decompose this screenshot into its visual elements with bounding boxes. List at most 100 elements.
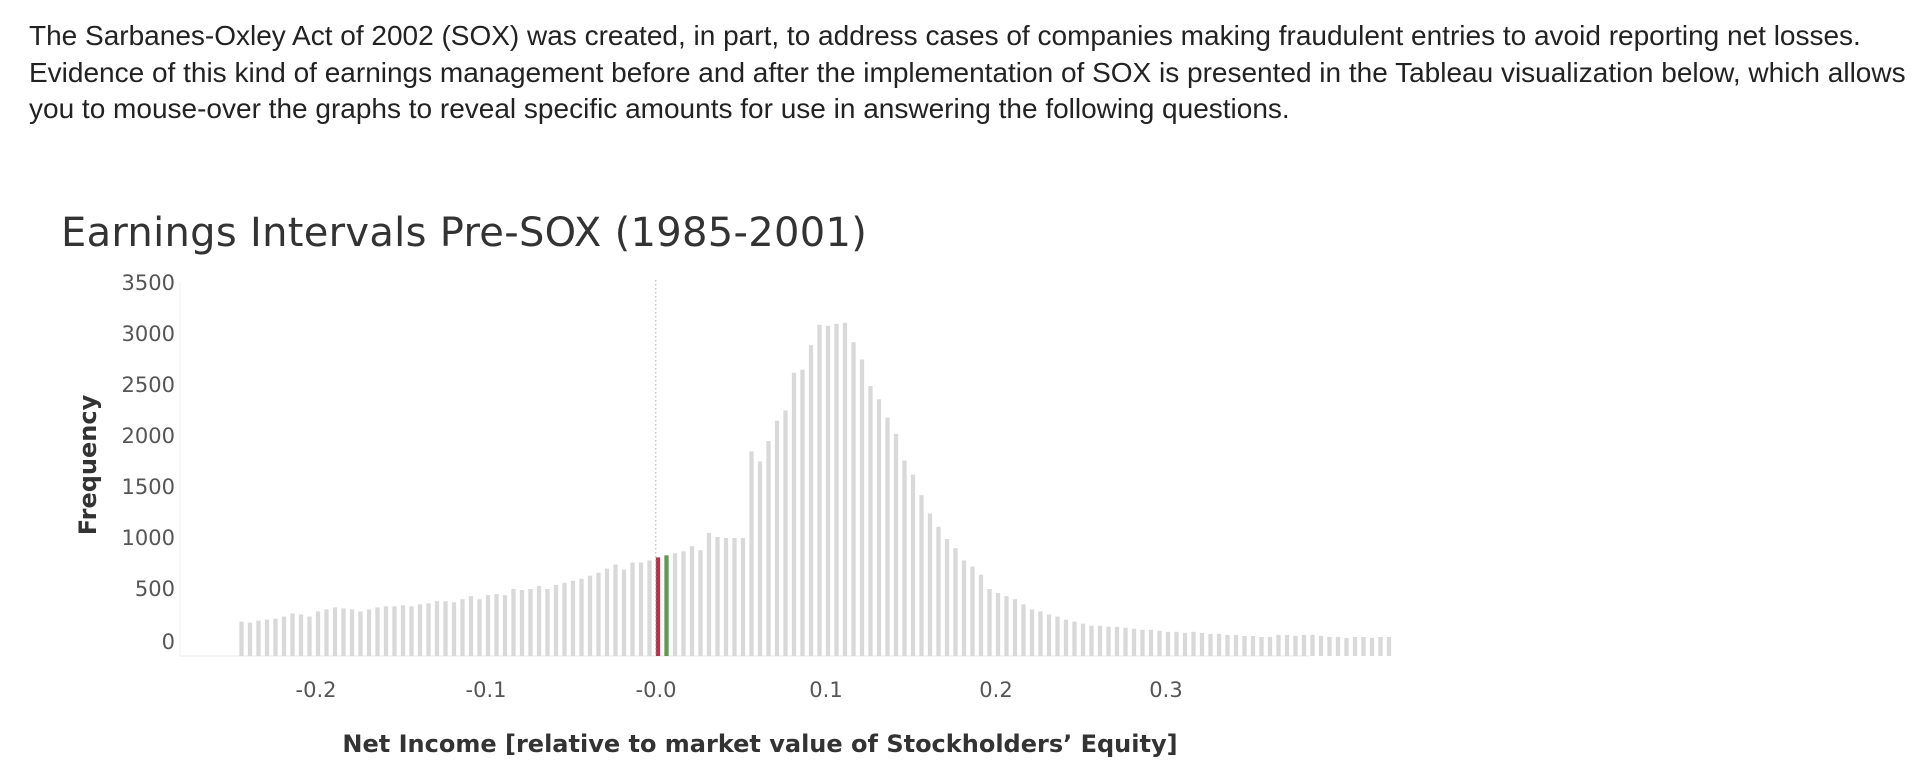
histogram-bar[interactable] — [1199, 632, 1205, 656]
histogram-bar[interactable] — [596, 572, 601, 656]
histogram-bar[interactable] — [987, 589, 992, 656]
histogram-bar[interactable] — [1233, 634, 1239, 656]
histogram-bar-highlight[interactable] — [664, 555, 669, 656]
histogram-bar[interactable] — [800, 369, 805, 656]
histogram-bar[interactable] — [349, 609, 355, 656]
histogram-bar[interactable] — [519, 590, 525, 656]
histogram-bar[interactable] — [307, 616, 312, 656]
histogram-bar[interactable] — [400, 605, 406, 656]
histogram-bar[interactable] — [579, 578, 584, 656]
histogram-bar[interactable] — [511, 589, 516, 656]
histogram-bar[interactable] — [332, 607, 338, 656]
histogram-bar[interactable] — [995, 593, 1001, 656]
histogram-bar[interactable] — [264, 619, 270, 656]
histogram-bar[interactable] — [1259, 636, 1264, 656]
histogram-bar[interactable] — [1369, 637, 1375, 656]
histogram-bar[interactable] — [919, 495, 924, 656]
histogram-bar[interactable] — [536, 585, 542, 656]
histogram-bar[interactable] — [944, 539, 950, 656]
histogram-bar-highlight[interactable] — [655, 557, 661, 656]
histogram-bar[interactable] — [1301, 634, 1307, 656]
histogram-bar[interactable] — [689, 546, 695, 656]
histogram-bar[interactable] — [1284, 634, 1290, 656]
histogram-bar[interactable] — [562, 582, 567, 656]
histogram-bar[interactable] — [443, 601, 448, 656]
histogram-bar[interactable] — [417, 604, 423, 656]
histogram-bar[interactable] — [1106, 626, 1111, 656]
histogram-bar[interactable] — [1072, 621, 1077, 656]
histogram-bar[interactable] — [1012, 599, 1018, 656]
histogram-bar[interactable] — [545, 589, 550, 656]
histogram-bar[interactable] — [324, 609, 329, 656]
histogram-bar[interactable] — [502, 595, 508, 656]
histogram-bar[interactable] — [290, 613, 295, 656]
histogram-bar[interactable] — [468, 596, 474, 656]
histogram-bar[interactable] — [460, 599, 465, 656]
histogram-bar[interactable] — [1208, 633, 1213, 656]
histogram-bar[interactable] — [774, 420, 780, 656]
histogram-bar[interactable] — [910, 474, 916, 656]
histogram-bar[interactable] — [842, 322, 848, 656]
histogram-bar[interactable] — [698, 550, 703, 656]
histogram-bar[interactable] — [1021, 604, 1026, 656]
histogram-bar[interactable] — [247, 622, 253, 656]
histogram-bar[interactable] — [1386, 636, 1392, 656]
histogram-bar[interactable] — [647, 560, 652, 656]
histogram-bar[interactable] — [1114, 626, 1120, 656]
histogram-bar[interactable] — [1327, 636, 1332, 656]
histogram-bar[interactable] — [825, 325, 831, 656]
histogram-bar[interactable] — [740, 538, 746, 656]
histogram-bar[interactable] — [1276, 634, 1281, 656]
histogram-bar[interactable] — [1335, 636, 1341, 656]
histogram-bar[interactable] — [621, 569, 627, 656]
histogram-bar[interactable] — [485, 595, 491, 656]
histogram-bar[interactable] — [1140, 629, 1145, 656]
histogram-bar[interactable] — [927, 513, 933, 656]
histogram-bar[interactable] — [528, 589, 533, 656]
histogram-bar[interactable] — [817, 324, 822, 656]
histogram-bar[interactable] — [672, 553, 678, 656]
histogram-bar[interactable] — [1089, 625, 1094, 656]
histogram-bar[interactable] — [1148, 629, 1154, 656]
histogram-bar[interactable] — [715, 536, 720, 656]
histogram-bar[interactable] — [409, 606, 414, 656]
histogram-bar[interactable] — [1097, 625, 1103, 656]
histogram-bar[interactable] — [732, 538, 737, 656]
histogram-bar[interactable] — [1242, 635, 1247, 656]
histogram-bar[interactable] — [553, 584, 559, 656]
histogram-bar[interactable] — [1157, 630, 1162, 656]
histogram-bar[interactable] — [341, 608, 346, 656]
histogram-bar[interactable] — [281, 616, 287, 656]
histogram-bar[interactable] — [791, 372, 797, 656]
histogram-bar[interactable] — [766, 441, 771, 656]
histogram-bar[interactable] — [1055, 616, 1060, 656]
histogram-bar[interactable] — [451, 602, 457, 656]
histogram-bar[interactable] — [1225, 634, 1230, 656]
histogram-bar[interactable] — [375, 607, 380, 656]
histogram-bar[interactable] — [392, 606, 397, 656]
histogram-bar[interactable] — [383, 606, 389, 656]
histogram-bar[interactable] — [1361, 636, 1366, 656]
histogram-bar[interactable] — [868, 386, 873, 656]
histogram-bar[interactable] — [978, 574, 984, 656]
histogram-bar[interactable] — [315, 611, 321, 656]
histogram-bar[interactable] — [1165, 631, 1171, 656]
histogram-bar[interactable] — [1378, 636, 1383, 656]
histogram-bar[interactable] — [1174, 631, 1179, 656]
histogram-bar[interactable] — [936, 526, 941, 656]
histogram-bar[interactable] — [970, 566, 975, 656]
histogram-bar[interactable] — [1038, 611, 1043, 656]
histogram-bar[interactable] — [1191, 631, 1196, 656]
histogram-bar[interactable] — [434, 601, 440, 656]
histogram-bar[interactable] — [681, 551, 686, 656]
histogram-bar[interactable] — [706, 532, 712, 656]
histogram-bar[interactable] — [1063, 619, 1069, 656]
histogram-bar[interactable] — [1080, 623, 1086, 656]
histogram-bar[interactable] — [1267, 636, 1273, 656]
histogram-bar[interactable] — [1293, 635, 1298, 656]
histogram-bar[interactable] — [494, 594, 499, 656]
histogram-bar[interactable] — [1310, 634, 1315, 656]
histogram-bar[interactable] — [1216, 633, 1222, 656]
histogram-bar[interactable] — [834, 323, 839, 656]
histogram-bar[interactable] — [1352, 636, 1358, 656]
